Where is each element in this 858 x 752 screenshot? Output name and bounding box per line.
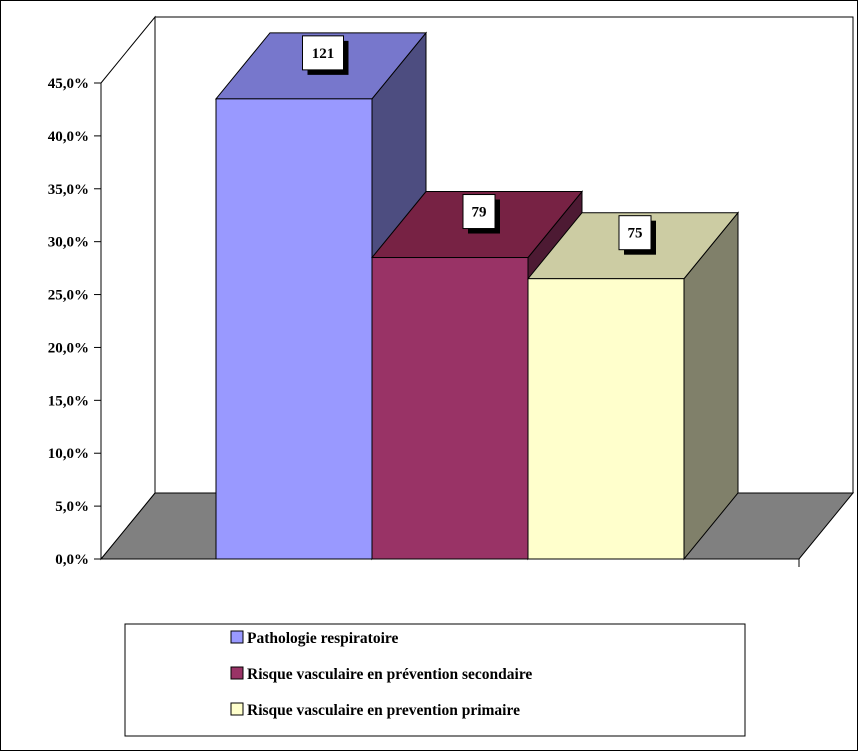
data-label-box bbox=[462, 194, 496, 230]
y-axis: 0,0% 5,0% 10,0% 15,0% 20,0% 25,0% 30,0% 35,0% 40… bbox=[48, 76, 800, 568]
legend-label: Risque vasculaire en prévention secondai… bbox=[247, 666, 532, 683]
legend-swatch bbox=[230, 702, 244, 716]
y-tick-label: 25,0% bbox=[48, 288, 89, 304]
bar bbox=[527, 278, 685, 560]
legend-label: Pathologie respiratoire bbox=[247, 630, 399, 647]
y-tick-label: 45,0% bbox=[48, 76, 89, 92]
y-tick-label: 5,0% bbox=[55, 499, 89, 515]
chart-side-wall bbox=[100, 15, 156, 561]
bar bbox=[371, 257, 529, 560]
data-label-box bbox=[618, 215, 652, 251]
data-label-box bbox=[302, 35, 344, 71]
y-tick-label: 10,0% bbox=[48, 446, 89, 462]
data-label: 79 bbox=[472, 205, 487, 221]
data-label: 75 bbox=[628, 226, 643, 242]
legend-swatch bbox=[230, 666, 244, 680]
y-tick-label: 15,0% bbox=[48, 393, 89, 409]
y-tick-label: 35,0% bbox=[48, 182, 89, 198]
y-tick-label: 40,0% bbox=[48, 129, 89, 145]
y-tick-label: 0,0% bbox=[55, 552, 89, 568]
data-labels: 121 79 75 bbox=[302, 35, 656, 255]
legend-label: Risque vasculaire en prevention primaire bbox=[247, 702, 520, 719]
y-tick-label: 30,0% bbox=[48, 235, 89, 251]
legend: Pathologie respiratoire Risque vasculaire… bbox=[124, 623, 746, 737]
legend-swatch bbox=[230, 630, 244, 644]
y-tick-label: 20,0% bbox=[48, 340, 89, 356]
data-label: 121 bbox=[312, 46, 335, 62]
legend-box bbox=[124, 623, 746, 737]
bar bbox=[215, 98, 373, 560]
